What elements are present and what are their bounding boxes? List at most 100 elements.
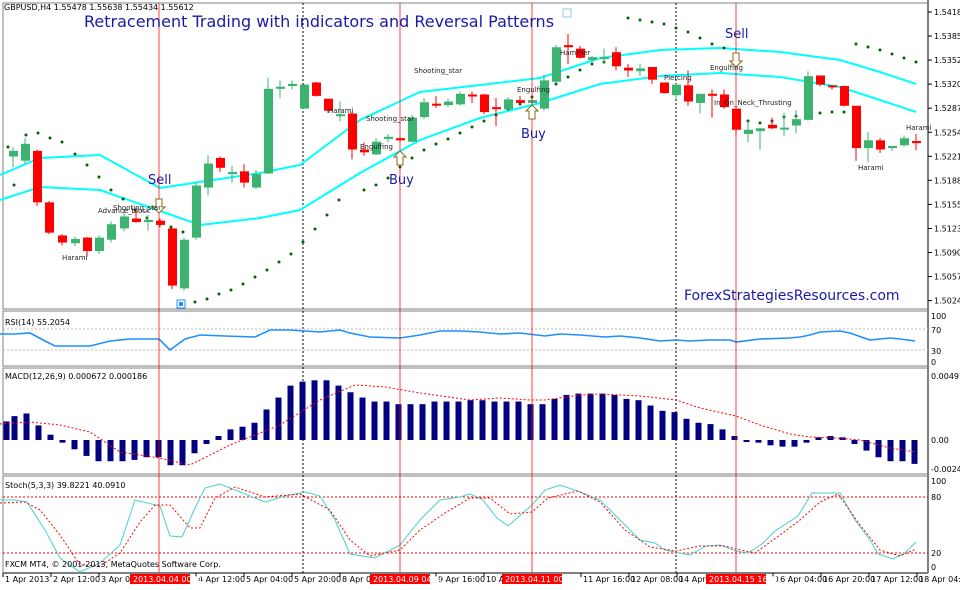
macd-bar xyxy=(491,401,498,440)
sar-dot xyxy=(674,26,678,30)
sar-dot xyxy=(253,275,257,279)
bear-candle xyxy=(648,66,657,80)
macd-bar xyxy=(707,424,714,440)
time-tick-label: 11 Apr 16:00 xyxy=(583,575,635,584)
macd-bar xyxy=(35,425,42,440)
rsi-line xyxy=(0,329,916,352)
macd-bar xyxy=(779,440,786,447)
macd-bar xyxy=(551,398,558,440)
bull-candle xyxy=(204,163,213,188)
bear-candle xyxy=(468,94,477,97)
pattern-label: Harami xyxy=(328,107,354,115)
macd-bar xyxy=(131,440,138,460)
symbol-header: GBPUSD,H4 1.55478 1.55638 1.55434 1.5561… xyxy=(4,3,194,12)
buy-arrow-icon xyxy=(524,104,540,120)
price-tick-label: 1.52540 xyxy=(934,128,960,137)
bull-candle xyxy=(107,224,116,240)
bull-candle xyxy=(756,128,765,132)
macd-bar xyxy=(887,440,894,462)
sar-dot xyxy=(746,119,750,123)
macd-bar xyxy=(323,380,330,440)
macd-bar xyxy=(11,416,18,440)
marker-square-icon xyxy=(176,299,186,309)
macd-bar xyxy=(659,410,666,440)
macd-bar xyxy=(299,381,306,440)
time-tick-label: 3 Apr 04:00 xyxy=(101,575,148,584)
sar-dot xyxy=(60,140,64,144)
pattern-label: Advance_block xyxy=(98,207,151,215)
price-tick-label: 1.52215 xyxy=(934,152,960,161)
sell-arrow-icon xyxy=(151,198,167,214)
time-tick-label: 1 Apr 2013 xyxy=(5,575,49,584)
signal-label: Sell xyxy=(148,173,171,188)
bear-candle xyxy=(684,85,693,102)
stoch-tick-label: 0 xyxy=(931,563,936,572)
bear-candle xyxy=(432,103,441,106)
macd-bar xyxy=(719,429,726,440)
sar-dot xyxy=(410,156,414,160)
sar-dot xyxy=(277,260,281,264)
bear-candle xyxy=(612,52,621,67)
time-tick-label: 12 Apr 08:00 xyxy=(631,575,683,584)
macd-bar xyxy=(755,440,762,443)
macd-bar xyxy=(419,404,426,440)
pattern-label: Piercing xyxy=(664,74,692,82)
bull-candle xyxy=(384,136,393,139)
macd-bar xyxy=(203,440,210,444)
bull-candle xyxy=(288,83,297,87)
macd-bar xyxy=(83,440,90,456)
sar-dot xyxy=(890,52,894,56)
macd-bar xyxy=(275,397,282,440)
macd-bar xyxy=(167,440,174,466)
sar-dot xyxy=(470,125,474,129)
bear-candle xyxy=(852,105,861,149)
sar-dot xyxy=(698,36,702,40)
macd-bar xyxy=(863,440,870,451)
stoch-main-line xyxy=(0,483,917,573)
macd-bar xyxy=(731,436,738,440)
bull-candle xyxy=(276,86,285,89)
sar-dot xyxy=(566,75,570,79)
bear-candle xyxy=(58,235,67,243)
stoch-panel-title: Stoch(5,3,3) 39.8221 40.0910 xyxy=(5,481,126,490)
sar-dot xyxy=(650,20,654,24)
bull-candle xyxy=(900,138,909,146)
rsi-tick-label: 0 xyxy=(931,358,936,367)
sar-dot xyxy=(337,198,341,202)
price-tick-label: 1.53200 xyxy=(934,80,960,89)
macd-bar xyxy=(611,394,618,440)
bull-candle xyxy=(600,57,609,60)
envelope-lower-line xyxy=(0,71,917,227)
macd-bar xyxy=(575,393,582,440)
bull-candle xyxy=(120,216,129,229)
sar-dot xyxy=(241,282,245,286)
crosshair-time-label: 2013.04.04 00:00 xyxy=(133,575,204,584)
rsi-tick-label: 70 xyxy=(931,326,941,335)
sar-dot xyxy=(6,145,10,149)
bull-candle xyxy=(144,219,153,223)
bear-candle xyxy=(816,75,825,85)
crosshair-time-label: 2013.04.09 04:00 xyxy=(373,575,444,584)
price-tick-label: 1.54185 xyxy=(934,8,960,17)
bear-candle xyxy=(624,67,633,71)
macd-bar xyxy=(59,440,66,443)
bear-candle xyxy=(564,45,573,48)
macd-bar xyxy=(455,401,462,440)
sar-dot xyxy=(193,300,197,304)
bull-candle xyxy=(456,93,465,105)
time-tick-label: 2 Apr 12:00 xyxy=(53,575,100,584)
envelope-upper-line xyxy=(0,46,917,190)
bear-candle xyxy=(912,141,921,144)
crosshair-time-label: 2013.04.15 16:00 xyxy=(709,575,780,584)
crosshair-time-label-bg xyxy=(370,574,430,584)
sar-dot xyxy=(446,137,450,141)
macd-bar xyxy=(767,440,774,446)
sar-dot xyxy=(386,176,390,180)
sar-dot xyxy=(458,131,462,135)
sar-dot xyxy=(374,183,378,187)
time-tick-label: 16 Apr 04:00 xyxy=(775,575,827,584)
time-tick-label: 16 Apr 20:00 xyxy=(823,575,875,584)
signal-label: Buy xyxy=(521,127,546,142)
